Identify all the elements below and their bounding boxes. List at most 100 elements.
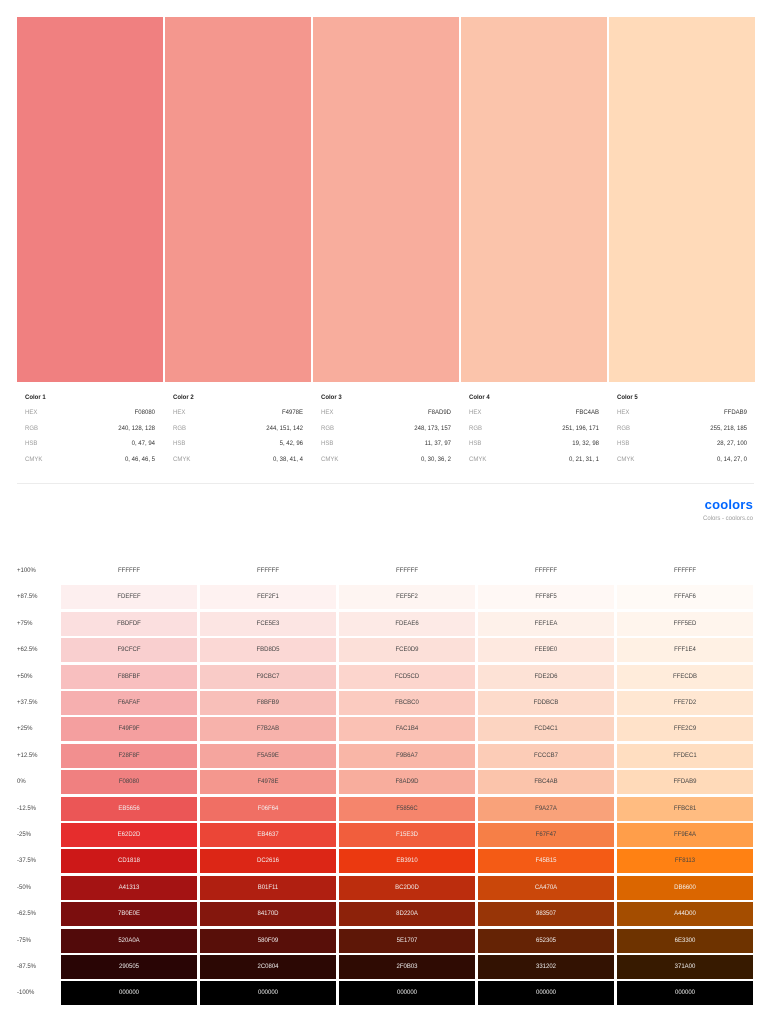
hsb-value[interactable]: 19, 32, 98 — [572, 441, 599, 447]
rgb-value[interactable]: 251, 196, 171 — [562, 425, 599, 432]
shade-cell[interactable]: FDE2D6 — [478, 664, 614, 689]
shade-cell[interactable]: FDEAE6 — [339, 611, 475, 636]
hsb-value[interactable]: 5, 42, 96 — [279, 441, 303, 447]
hex-value[interactable]: F08080 — [134, 410, 155, 416]
shade-cell[interactable]: BC2D0D — [339, 875, 475, 900]
shade-cell[interactable]: FFE2C9 — [617, 717, 753, 742]
cmyk-value[interactable]: 0, 14, 27, 0 — [716, 456, 747, 463]
shade-cell[interactable]: F9CFCF — [61, 638, 197, 663]
hsb-value[interactable]: 0, 47, 94 — [131, 441, 155, 447]
shade-cell[interactable]: FAC1B4 — [339, 717, 475, 742]
shade-cell[interactable]: 580F09 — [200, 928, 336, 953]
shade-cell[interactable]: F67F47 — [478, 823, 614, 847]
rgb-value[interactable]: 255, 218, 185 — [710, 425, 747, 432]
shade-cell[interactable]: F9B6A7 — [339, 743, 475, 768]
shade-cell[interactable]: FBCBC0 — [339, 691, 475, 715]
shade-cell[interactable]: 2C0804 — [200, 955, 336, 979]
hex-value[interactable]: FBC4AB — [575, 410, 599, 416]
hex-value[interactable]: FFDAB9 — [723, 410, 747, 416]
shade-cell[interactable]: EB3910 — [339, 849, 475, 874]
cmyk-value[interactable]: 0, 38, 41, 4 — [272, 456, 303, 463]
shade-cell[interactable]: F06F64 — [200, 796, 336, 821]
shade-cell[interactable]: FFFFFF — [478, 559, 614, 583]
shade-cell[interactable]: FF9E4A — [617, 823, 753, 847]
shade-cell[interactable]: F28F8F — [61, 743, 197, 768]
shade-cell[interactable]: 000000 — [478, 981, 614, 1006]
shade-cell[interactable]: FCD4C1 — [478, 717, 614, 742]
shade-cell[interactable]: 2F0B03 — [339, 955, 475, 979]
shade-cell[interactable]: 000000 — [617, 981, 753, 1006]
shade-cell[interactable]: FFE7D2 — [617, 691, 753, 715]
shade-cell[interactable]: FBC4AB — [478, 770, 614, 795]
shade-cell[interactable]: FFFFFF — [617, 559, 753, 583]
shade-cell[interactable]: 983507 — [478, 902, 614, 927]
shade-cell[interactable]: EB4637 — [200, 823, 336, 847]
shade-cell[interactable]: 331202 — [478, 955, 614, 979]
shade-cell[interactable]: DC2616 — [200, 849, 336, 874]
shade-cell[interactable]: FFDEC1 — [617, 743, 753, 768]
shade-cell[interactable]: A44D00 — [617, 902, 753, 927]
shade-cell[interactable]: FDDBCB — [478, 691, 614, 715]
color-swatch-2[interactable] — [165, 17, 311, 382]
shade-cell[interactable]: CD1818 — [61, 849, 197, 874]
color-swatch-4[interactable] — [461, 17, 607, 382]
rgb-value[interactable]: 244, 151, 142 — [266, 425, 303, 432]
cmyk-value[interactable]: 0, 46, 46, 5 — [124, 456, 155, 463]
shade-cell[interactable]: FFBC81 — [617, 796, 753, 821]
hsb-value[interactable]: 11, 37, 97 — [424, 441, 451, 447]
hex-value[interactable]: F8AD9D — [427, 410, 451, 416]
shade-cell[interactable]: FFFFFF — [61, 559, 197, 583]
shade-cell[interactable]: FEE9E0 — [478, 638, 614, 663]
shade-cell[interactable]: FFF1E4 — [617, 638, 753, 663]
shade-cell[interactable]: FBDFDF — [61, 611, 197, 636]
shade-cell[interactable]: F49F9F — [61, 717, 197, 742]
shade-cell[interactable]: E62D2D — [61, 823, 197, 847]
shade-cell[interactable]: 290505 — [61, 955, 197, 979]
shade-cell[interactable]: CA470A — [478, 875, 614, 900]
color-swatch-3[interactable] — [313, 17, 459, 382]
shade-cell[interactable]: FCD5CD — [339, 664, 475, 689]
shade-cell[interactable]: EB5656 — [61, 796, 197, 821]
shade-cell[interactable]: 520A0A — [61, 928, 197, 953]
shade-cell[interactable]: 000000 — [200, 981, 336, 1006]
coolors-logo[interactable]: coolors — [704, 497, 753, 512]
shade-cell[interactable]: F8AD9D — [339, 770, 475, 795]
shade-cell[interactable]: 7B0E0E — [61, 902, 197, 927]
color-swatch-5[interactable] — [609, 17, 755, 382]
cmyk-value[interactable]: 0, 30, 36, 2 — [420, 456, 451, 463]
color-swatch-1[interactable] — [17, 17, 163, 382]
shade-cell[interactable]: F8BFB9 — [200, 691, 336, 715]
shade-cell[interactable]: F9CBC7 — [200, 664, 336, 689]
shade-cell[interactable]: F5A59E — [200, 743, 336, 768]
shade-cell[interactable]: 000000 — [339, 981, 475, 1006]
shade-cell[interactable]: F6AFAF — [61, 691, 197, 715]
shade-cell[interactable]: FEF1EA — [478, 611, 614, 636]
shade-cell[interactable]: FEF5F2 — [339, 585, 475, 610]
shade-cell[interactable]: FFFFFF — [339, 559, 475, 583]
shade-cell[interactable]: 84170D — [200, 902, 336, 927]
shade-cell[interactable]: FDEFEF — [61, 585, 197, 610]
shade-cell[interactable]: B01F11 — [200, 875, 336, 900]
shade-cell[interactable]: FBD8D5 — [200, 638, 336, 663]
shade-cell[interactable]: FCCCB7 — [478, 743, 614, 768]
shade-cell[interactable]: 8D220A — [339, 902, 475, 927]
shade-cell[interactable]: FFDAB9 — [617, 770, 753, 795]
shade-cell[interactable]: A41313 — [61, 875, 197, 900]
shade-cell[interactable]: 652305 — [478, 928, 614, 953]
shade-cell[interactable]: DB6600 — [617, 875, 753, 900]
cmyk-value[interactable]: 0, 21, 31, 1 — [568, 456, 599, 463]
shade-cell[interactable]: F08080 — [61, 770, 197, 795]
shade-cell[interactable]: 5E1707 — [339, 928, 475, 953]
hex-value[interactable]: F4978E — [281, 410, 303, 416]
shade-cell[interactable]: FFFFFF — [200, 559, 336, 583]
shade-cell[interactable]: FEF2F1 — [200, 585, 336, 610]
shade-cell[interactable]: FF8113 — [617, 849, 753, 874]
shade-cell[interactable]: 000000 — [61, 981, 197, 1006]
shade-cell[interactable]: F45B15 — [478, 849, 614, 874]
shade-cell[interactable]: FFF8F5 — [478, 585, 614, 610]
shade-cell[interactable]: 371A00 — [617, 955, 753, 979]
shade-cell[interactable]: 6E3300 — [617, 928, 753, 953]
shade-cell[interactable]: F9A27A — [478, 796, 614, 821]
rgb-value[interactable]: 248, 173, 157 — [414, 425, 451, 432]
shade-cell[interactable]: F8BFBF — [61, 664, 197, 689]
